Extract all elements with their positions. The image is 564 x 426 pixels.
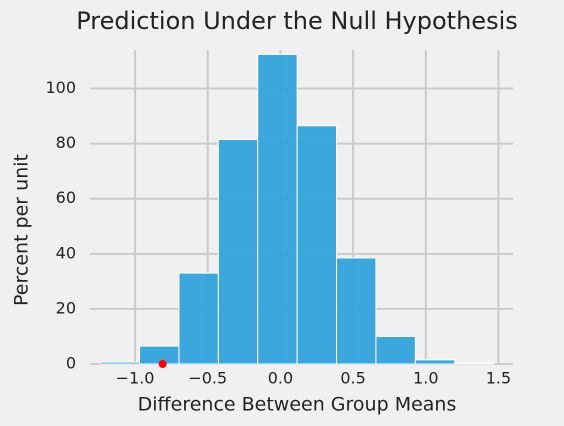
y-tick-label: 0 bbox=[66, 354, 76, 373]
y-tick-label: 80 bbox=[56, 133, 76, 152]
y-tick-label: 40 bbox=[56, 243, 76, 262]
x-tick-label: −1.0 bbox=[116, 369, 155, 388]
x-tick-label: 1.5 bbox=[486, 369, 511, 388]
chart-title: Prediction Under the Null Hypothesis bbox=[76, 7, 518, 35]
point bbox=[158, 360, 167, 368]
bar bbox=[257, 53, 298, 365]
bar bbox=[139, 345, 180, 365]
y-tick-label: 60 bbox=[56, 188, 76, 207]
x-axis-label: Difference Between Group Means bbox=[138, 394, 457, 416]
bar bbox=[217, 139, 259, 365]
marks bbox=[99, 53, 495, 368]
y-tick-label: 100 bbox=[45, 78, 76, 97]
bar bbox=[454, 362, 495, 365]
y-tick-label: 20 bbox=[56, 298, 76, 317]
bar bbox=[375, 335, 416, 365]
bar bbox=[178, 272, 219, 365]
x-tick-label: 0.0 bbox=[268, 369, 293, 388]
bar bbox=[336, 257, 377, 365]
bar bbox=[99, 361, 141, 365]
y-axis-label: Percent per unit bbox=[11, 154, 33, 306]
bar bbox=[296, 125, 338, 365]
x-tick-label: 1.0 bbox=[413, 369, 438, 388]
bar bbox=[414, 359, 456, 365]
x-tick-label: 0.5 bbox=[340, 369, 365, 388]
x-tick-label: −0.5 bbox=[188, 369, 227, 388]
